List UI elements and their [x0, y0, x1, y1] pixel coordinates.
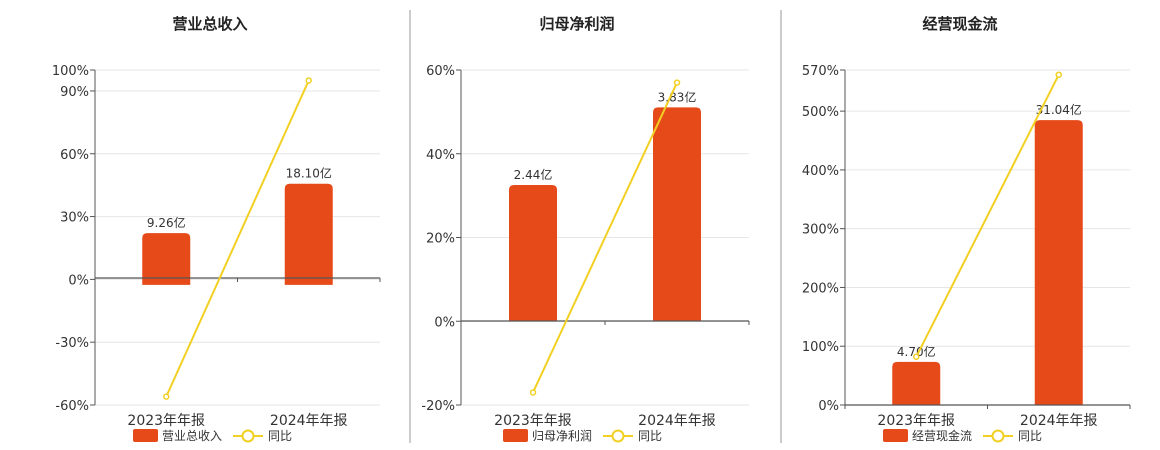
line-point — [305, 77, 312, 84]
legend-bar-swatch — [883, 429, 908, 442]
bar-data-label: 3.83亿 — [658, 89, 697, 104]
y-tick-label: 30% — [60, 211, 89, 226]
legend-bar-swatch — [133, 429, 158, 442]
legend-line-marker — [241, 429, 255, 443]
legend-label: 同比 — [1018, 429, 1042, 443]
y-tick-label: -30% — [55, 336, 89, 351]
x-tick-label: 2023年年报 — [127, 413, 205, 429]
series-line-yoy — [915, 74, 1060, 358]
y-tick-label: 300% — [802, 223, 839, 238]
y-tick-label: 60% — [426, 64, 455, 79]
bar — [892, 361, 941, 405]
bar — [653, 107, 701, 322]
x-tick-label: 2024年年报 — [638, 413, 716, 429]
y-tick-label: 40% — [426, 148, 455, 163]
line-point — [529, 389, 537, 396]
x-tick-label: 2024年年报 — [270, 413, 348, 429]
y-tick-label: -20% — [421, 399, 455, 414]
chart-title: 经营现金流 — [922, 15, 997, 33]
legend-bar-swatch — [503, 429, 528, 442]
bar-data-label: 18.10亿 — [286, 166, 332, 181]
legend-label: 归母净利润 — [532, 429, 592, 443]
series-line-yoy — [165, 80, 310, 398]
y-tick-label: 200% — [802, 281, 839, 296]
y-tick-label: 60% — [60, 148, 89, 163]
y-tick-label: 500% — [802, 105, 839, 120]
bar — [1034, 120, 1083, 405]
legend-label: 营业总收入 — [162, 429, 222, 443]
y-tick-label: 0% — [818, 399, 839, 414]
y-tick-label: 100% — [52, 64, 89, 79]
bar-data-label: 31.04亿 — [1036, 102, 1082, 117]
line-point — [913, 353, 920, 361]
series-line-yoy — [532, 82, 678, 393]
legend-label: 同比 — [638, 429, 662, 443]
legend-label: 同比 — [268, 429, 292, 443]
x-tick-label: 2023年年报 — [494, 413, 572, 429]
legend-line-marker — [611, 429, 625, 443]
bar — [142, 233, 191, 285]
x-tick-label: 2023年年报 — [877, 413, 955, 429]
chart-title: 营业总收入 — [172, 15, 247, 33]
y-tick-label: 570% — [802, 64, 839, 79]
chart-title: 归母净利润 — [539, 15, 614, 33]
line-point — [1055, 71, 1062, 78]
y-tick-label: 400% — [802, 164, 839, 179]
y-tick-label: 90% — [60, 85, 89, 100]
legend-label: 经营现金流 — [912, 428, 972, 443]
y-tick-label: 0% — [434, 315, 455, 330]
x-tick-label: 2024年年报 — [1020, 413, 1098, 429]
legend-line-marker — [991, 429, 1005, 443]
bar-data-label: 9.26亿 — [147, 215, 186, 230]
line-point — [673, 79, 681, 86]
bar-data-label: 4.70亿 — [897, 344, 936, 359]
bar — [509, 185, 557, 322]
y-tick-label: 20% — [426, 232, 455, 247]
line-point — [163, 393, 170, 400]
bar-data-label: 2.44亿 — [514, 167, 553, 182]
bar — [284, 183, 333, 285]
y-tick-label: -60% — [55, 399, 89, 414]
y-tick-label: 100% — [802, 340, 839, 355]
y-tick-label: 0% — [68, 273, 89, 288]
